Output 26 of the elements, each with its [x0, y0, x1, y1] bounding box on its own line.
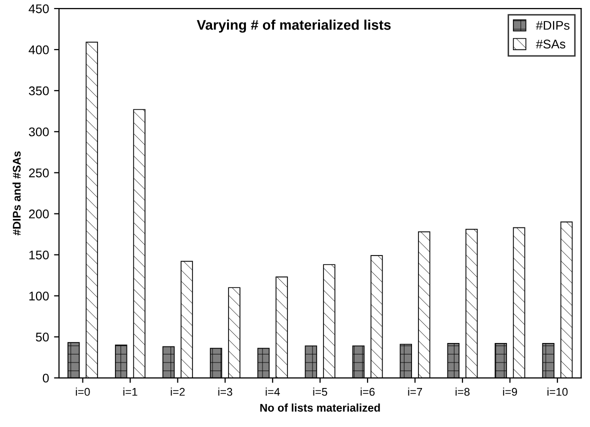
y-tick-label: 400: [28, 45, 49, 54]
text: Varying # of materialized lists: [196, 20, 391, 33]
y-tick-label: 200: [29, 210, 49, 218]
y-axis-title: #DIPs and #SAs: [12, 151, 21, 236]
y-tick-label: 450: [28, 4, 49, 14]
x-tick-label: i=8: [456, 388, 470, 396]
x-tick-label: i=6: [360, 388, 375, 396]
legend-label: #SAs: [536, 40, 566, 49]
x-tick-label: i=10: [548, 388, 568, 396]
x-tick-label: i=4: [266, 388, 280, 396]
x-axis-title: No of lists materialized: [260, 404, 380, 412]
x-tick-label: i=5: [313, 388, 328, 396]
y-tick-label: 250: [29, 168, 49, 178]
x-tick-label: i=3: [218, 388, 232, 396]
y-tick-label: 350: [28, 86, 49, 96]
x-tick-label: i=9: [503, 388, 517, 396]
x-tick-label: i=7: [408, 388, 422, 396]
y-tick-label: 300: [28, 127, 49, 136]
y-tick-label: 50: [36, 332, 49, 342]
x-tick-label: i=0: [76, 388, 90, 396]
y-tick-label: 100: [29, 292, 49, 300]
y-tick-label: 0: [42, 374, 49, 383]
legend-label: #DIPs: [536, 21, 570, 30]
x-tick-label: i=2: [170, 388, 185, 396]
x-tick-label: i=1: [123, 388, 138, 396]
y-tick-label: 150: [29, 250, 49, 260]
